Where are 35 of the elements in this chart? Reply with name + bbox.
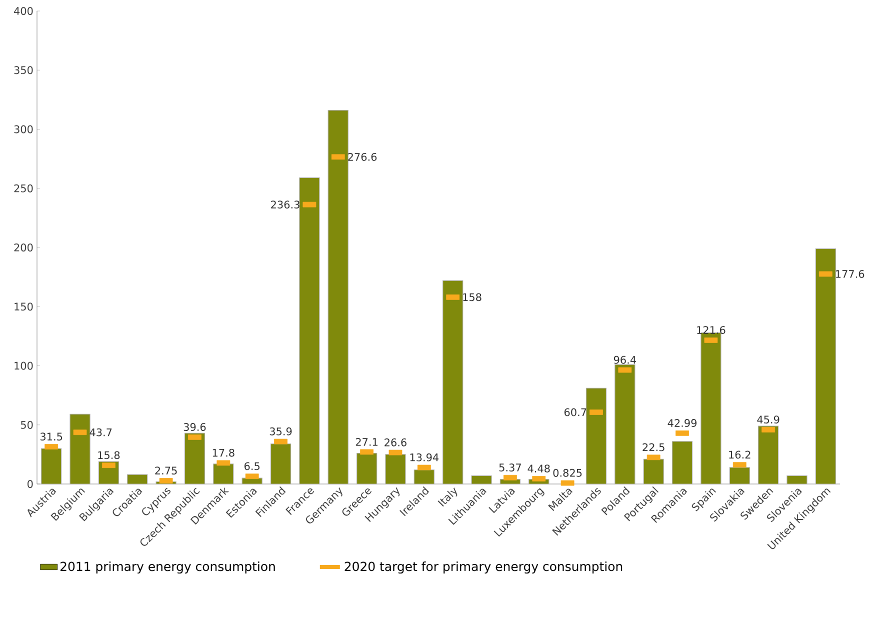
- data-label: 2.75: [155, 466, 177, 475]
- data-label: 15.8: [98, 451, 120, 460]
- data-label: 6.5: [244, 462, 260, 470]
- data-label: 17.8: [212, 448, 234, 457]
- y-tick-label: 100: [14, 362, 33, 370]
- data-label: 4.48: [528, 464, 550, 472]
- data-label: 26.6: [384, 438, 406, 446]
- data-label: 158: [463, 293, 482, 302]
- data-label: 121.6: [697, 326, 726, 334]
- data-label: 236.3: [271, 200, 300, 209]
- y-tick-label: 200: [14, 244, 33, 252]
- y-tick-label: 350: [14, 66, 33, 74]
- data-label: 177.6: [836, 270, 864, 278]
- data-label: 45.9: [757, 416, 780, 424]
- data-label: 22.5: [642, 443, 664, 452]
- data-label: 16.2: [729, 450, 750, 459]
- y-tick-label: 400: [14, 7, 33, 15]
- data-label: 276.6: [348, 152, 377, 161]
- data-label: 5.37: [499, 464, 521, 472]
- data-label: 35.9: [270, 427, 292, 436]
- y-tick-label: 250: [14, 184, 33, 192]
- data-label: 27.1: [356, 438, 378, 446]
- data-label: 96.4: [614, 356, 636, 364]
- data-label: 42.99: [668, 419, 697, 427]
- data-label: 0.825: [553, 468, 582, 477]
- y-tick-label: 300: [14, 125, 33, 134]
- data-label: 60.7: [564, 408, 586, 416]
- legend-label: 2011 primary energy consumption: [60, 561, 275, 574]
- y-tick-label: 150: [14, 302, 33, 311]
- legend-label: 2020 target for primary energy consumption: [344, 561, 622, 574]
- data-label: 39.6: [184, 423, 206, 431]
- data-label: 31.5: [40, 432, 62, 441]
- y-tick-label: 50: [20, 420, 33, 429]
- data-label: 13.94: [410, 453, 439, 462]
- y-tick-label: 0: [28, 480, 33, 488]
